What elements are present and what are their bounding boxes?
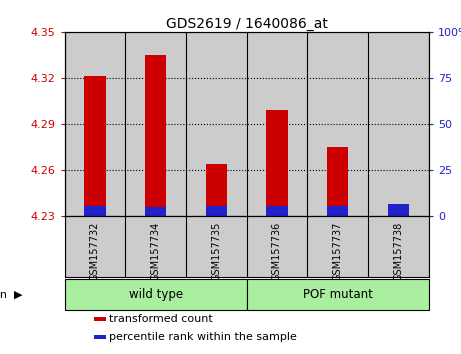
Bar <box>247 32 307 216</box>
Text: POF mutant: POF mutant <box>303 288 372 301</box>
Text: GSM157735: GSM157735 <box>211 222 221 281</box>
Bar <box>368 32 429 216</box>
Text: GSM157738: GSM157738 <box>393 222 403 281</box>
Text: genotype/variation  ▶: genotype/variation ▶ <box>0 290 22 300</box>
Bar <box>65 32 125 216</box>
Bar <box>266 206 288 216</box>
FancyBboxPatch shape <box>65 279 247 310</box>
Bar <box>186 32 247 216</box>
Text: GSM157737: GSM157737 <box>333 222 343 281</box>
Bar <box>94 335 106 339</box>
Text: percentile rank within the sample: percentile rank within the sample <box>109 332 297 342</box>
Bar <box>266 110 288 216</box>
Bar <box>84 76 106 216</box>
Bar <box>145 207 166 216</box>
Text: GSM157734: GSM157734 <box>151 222 160 281</box>
Text: GSM157736: GSM157736 <box>272 222 282 281</box>
FancyBboxPatch shape <box>247 279 429 310</box>
Bar <box>327 206 349 216</box>
Bar <box>125 32 186 216</box>
Bar <box>206 164 227 216</box>
Bar <box>206 206 227 216</box>
Bar <box>307 32 368 216</box>
Bar <box>388 204 409 216</box>
Bar <box>84 206 106 216</box>
Title: GDS2619 / 1640086_at: GDS2619 / 1640086_at <box>165 17 328 31</box>
Bar <box>94 317 106 321</box>
Bar <box>145 55 166 216</box>
Text: wild type: wild type <box>129 288 183 301</box>
Bar <box>327 147 349 216</box>
Text: transformed count: transformed count <box>109 314 213 324</box>
Text: GSM157732: GSM157732 <box>90 222 100 281</box>
